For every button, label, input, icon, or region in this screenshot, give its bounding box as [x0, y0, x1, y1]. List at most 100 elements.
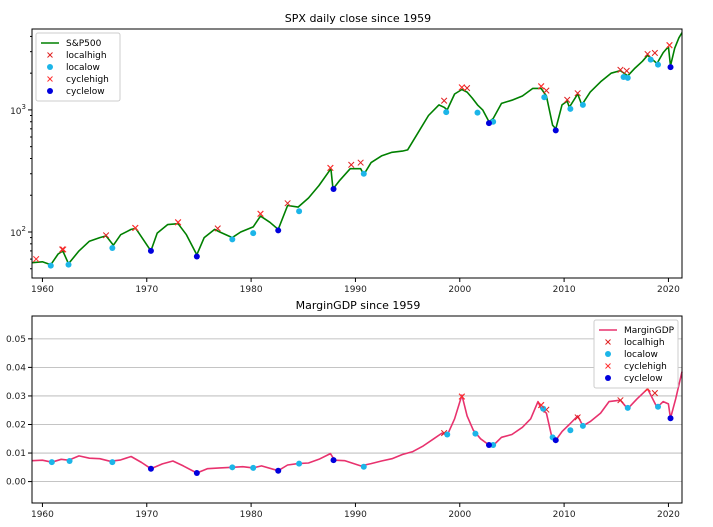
spx-dot-marker — [655, 61, 662, 68]
spx-x-marker — [59, 246, 66, 253]
spx-dot-marker — [275, 227, 282, 234]
y-tick-exponent: 3 — [22, 103, 26, 111]
margin-gdp-series-margingdp — [31, 371, 683, 474]
spx-legend-item: localow — [47, 63, 100, 73]
spx-dot-marker — [296, 208, 303, 215]
spx-dot-marker — [109, 244, 116, 251]
margin-gdp-x-marker — [651, 389, 659, 397]
margin-gdp-legend: MarginGDP localhigh localow cyclehigh cyclel… — [593, 319, 679, 389]
spx-x-marker — [440, 97, 448, 104]
margin-gdp-plot-area — [31, 371, 683, 477]
margin-gdp-dot-marker — [275, 467, 282, 474]
spx-y-tick-label: 102 — [10, 225, 26, 239]
margin-gdp-y-tick-label: 0.00 — [6, 478, 26, 488]
spx-x-tick-label: 1980 — [240, 285, 263, 295]
y-tick-base: 10 — [10, 107, 22, 117]
spx-x-marker — [537, 83, 545, 90]
spx-series-s-p500 — [31, 32, 683, 266]
spx-legend: S&P500 localhigh localow cyclehigh cyclelow — [35, 32, 121, 102]
margin-gdp-x-tick-label: 2010 — [553, 510, 576, 520]
spx-series-localhigh — [59, 42, 673, 253]
spx-x-tick-label: 2020 — [657, 285, 680, 295]
margin-gdp-dot-marker — [540, 405, 547, 412]
margin-gdp-plot-frame — [31, 315, 683, 504]
margin-gdp-x-marker — [458, 393, 466, 400]
margin-gdp-y-tick-label: 0.05 — [6, 335, 26, 345]
margin-gdp-y-tick-label: 0.02 — [6, 420, 26, 430]
margin-gdp-x-tick-label: 2020 — [657, 510, 680, 520]
margin-gdp-legend-item: localow — [605, 350, 658, 360]
spx-series-localow — [47, 56, 662, 269]
margin-gdp-dot-marker — [66, 458, 73, 465]
spx-legend-label: localow — [66, 63, 100, 73]
spx-x-marker — [284, 200, 291, 207]
spx-dot-marker — [360, 170, 367, 177]
margin-gdp-dot-marker — [147, 465, 154, 472]
y-tick-base: 10 — [10, 229, 22, 239]
spx-dot-marker — [229, 236, 236, 243]
spx-legend-item: localhigh — [47, 51, 107, 61]
spx-dot-marker — [485, 120, 492, 127]
spx-x-tick-label: 1990 — [344, 285, 367, 295]
margin-gdp-dot-marker — [667, 415, 674, 422]
spx-dot-marker — [330, 186, 337, 193]
margin-gdp-legend-item: cyclehigh — [605, 362, 667, 372]
spx-plot-frame — [31, 28, 683, 279]
margin-gdp-x-tick-label: 1970 — [135, 510, 158, 520]
spx-dot-marker — [667, 64, 674, 71]
spx-x-tick-label: 1960 — [31, 285, 54, 295]
spx-dot-marker — [541, 94, 548, 101]
margin-gdp-dot-marker — [296, 460, 303, 467]
margin-gdp-x-tick-label: 1980 — [240, 510, 263, 520]
spx-dot-marker — [47, 262, 54, 269]
margin-gdp-dot-marker — [229, 464, 236, 471]
margin-gdp-axes: 1960 1970 1980 1990 2000 2010 2020 0.00 0.01 0.02… — [6, 335, 680, 520]
spx-dot-marker — [567, 105, 574, 112]
margin-gdp-x-tick-label: 1960 — [31, 510, 54, 520]
margin-gdp-dot-marker — [655, 403, 662, 410]
spx-legend-item: S&P500 — [41, 39, 102, 49]
margin-gdp-dot-marker — [330, 457, 337, 464]
spx-x-marker — [357, 159, 364, 166]
spx-legend-item: cyclelow — [47, 87, 105, 97]
spx-x-marker — [60, 246, 67, 253]
margin-gdp-legend-item: localhigh — [605, 338, 665, 348]
margin-gdp-dot-marker — [552, 437, 559, 444]
spx-x-marker — [543, 87, 550, 94]
margin-gdp-x-marker — [574, 414, 581, 421]
spx-x-marker — [574, 90, 581, 97]
margin-gdp-y-tick-label: 0.03 — [6, 392, 26, 402]
spx-dot-marker — [65, 261, 72, 268]
margin-gdp-grid — [32, 338, 682, 482]
spx-x-tick-label: 2010 — [553, 285, 576, 295]
spx-dot-marker — [647, 56, 654, 63]
spx-x-marker — [623, 67, 630, 74]
spx-x-marker — [644, 50, 651, 58]
margin-gdp-dot-marker — [444, 431, 451, 438]
spx-dot-marker — [147, 247, 154, 254]
spx-series-cyclelow — [147, 64, 674, 260]
spx-dot-marker — [443, 109, 450, 116]
spx-dot-marker — [579, 101, 586, 108]
spx-legend-box — [35, 32, 121, 102]
margin-gdp-dot-marker — [579, 422, 586, 429]
spx-legend-label: localhigh — [66, 51, 107, 61]
margin-gdp-dot-marker — [485, 442, 492, 449]
spx-x-marker — [458, 84, 466, 91]
spx-dot-marker — [624, 74, 631, 81]
spx-dot-marker — [193, 253, 200, 260]
spx-x-marker — [327, 164, 334, 172]
spx-legend-label: cyclelow — [66, 87, 105, 97]
spx-legend-label: cyclehigh — [66, 75, 109, 85]
margin-gdp-y-tick-label: 0.01 — [6, 449, 26, 459]
margin-gdp-series-cyclehigh — [458, 385, 651, 409]
margin-gdp-chart: MarginGDP since 1959 1960 1970 1980 1990 200… — [6, 299, 683, 520]
spx-x-tick-label: 1970 — [135, 285, 158, 295]
spx-x-marker — [214, 225, 221, 232]
spx-x-marker — [651, 49, 659, 57]
margin-gdp-x-tick-label: 1990 — [344, 510, 367, 520]
spx-chart: SPX daily close since 1959 1960 1970 1980 1… — [10, 12, 683, 295]
spx-dot-marker — [474, 109, 481, 116]
